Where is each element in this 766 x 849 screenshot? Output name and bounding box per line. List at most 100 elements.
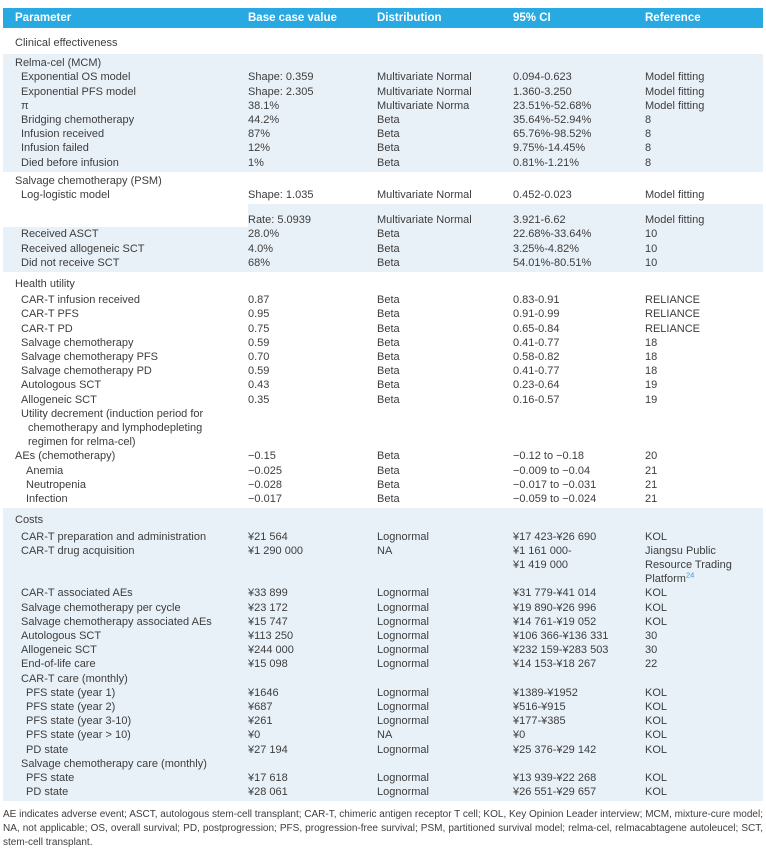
reference-cell: 20 <box>645 450 658 463</box>
parameter-cell: PD state <box>26 786 69 799</box>
reference-cell: 10 <box>645 228 658 241</box>
table-row: PFS state (year 3-10) ¥261 Lognormal ¥177-¥… <box>3 714 763 728</box>
reference-cell <box>645 407 763 450</box>
distribution-cell: Lognormal <box>377 530 429 543</box>
value-cell: 68% <box>248 256 271 269</box>
reference-cell: Model fitting <box>645 85 705 98</box>
parameter-cell <box>3 213 248 228</box>
table-band: Relma-cel (MCM) Exponential OS model Shape… <box>3 54 763 172</box>
reference-cell: Jiangsu Public Resource Trading Platform… <box>645 544 732 586</box>
value-cell <box>248 277 377 291</box>
value-cell: ¥21 564 <box>248 530 288 543</box>
reference-cell: 18 <box>645 365 658 378</box>
table-row: Salvage chemotherapy PFS 0.70 Beta 0.58-0.8… <box>3 350 763 364</box>
ci-cell: ¥0 <box>513 729 526 742</box>
parameter-cell: Neutropenia <box>26 478 86 491</box>
value-cell: 0.95 <box>248 308 270 321</box>
distribution-cell <box>377 672 513 686</box>
reference-cell: 21 <box>645 464 658 477</box>
ci-cell: 22.68%-33.64% <box>513 228 592 241</box>
parameter-cell: Allogeneic SCT <box>21 393 97 406</box>
parameter-cell: CAR-T PD <box>21 322 73 335</box>
distribution-cell: Beta <box>377 156 400 169</box>
table-row: Infection −0.017 Beta −0.059 to −0.024 21 <box>3 492 763 506</box>
value-cell: ¥687 <box>248 700 273 713</box>
distribution-cell: Beta <box>377 228 400 241</box>
distribution-cell: Beta <box>377 336 400 349</box>
parameter-cell: PD state <box>26 743 69 756</box>
distribution-cell <box>377 174 513 188</box>
value-cell: −0.017 <box>248 493 282 506</box>
value-cell: 28.0% <box>248 228 280 241</box>
table-row: End-of-life care ¥15 098 Lognormal ¥14 153-… <box>3 657 763 671</box>
table-band: Costs CAR-T preparation and administratio… <box>3 508 763 802</box>
ci-cell: 54.01%-80.51% <box>513 256 592 269</box>
ci-cell: −0.017 to −0.031 <box>513 478 597 491</box>
distribution-cell: Lognormal <box>377 715 429 728</box>
table-row: Autologous SCT 0.43 Beta 0.23-0.64 19 <box>3 378 763 392</box>
citation-superscript[interactable]: 24 <box>685 570 695 580</box>
ci-cell: −0.12 to −0.18 <box>513 450 584 463</box>
value-cell: 4.0% <box>248 242 274 255</box>
value-cell: ¥113 250 <box>248 629 294 642</box>
parameter-cell: Salvage chemotherapy PD <box>21 365 152 378</box>
parameter-cell: Died before infusion <box>21 156 119 169</box>
parameter-cell: Salvage chemotherapy (PSM) <box>15 174 162 187</box>
reference-cell <box>645 672 763 686</box>
reference-cell <box>645 513 763 527</box>
reference-cell: 18 <box>645 351 658 364</box>
distribution-cell: NA <box>377 729 393 742</box>
reference-cell <box>645 277 763 291</box>
ci-cell: 0.094-0.623 <box>513 71 572 84</box>
abbreviations-footnote: AE indicates adverse event; ASCT, autolo… <box>3 809 763 848</box>
value-cell: ¥33 899 <box>248 587 288 600</box>
table-row: Salvage chemotherapy per cycle ¥23 172 Log… <box>3 601 763 615</box>
parameter-cell: π <box>21 99 29 112</box>
parameter-cell: PFS state (year 2) <box>26 700 116 713</box>
value-cell: ¥1 290 000 <box>248 544 304 557</box>
parameter-cell: PFS state (year 3-10) <box>26 715 132 728</box>
distribution-cell: Beta <box>377 464 400 477</box>
value-cell: −0.028 <box>248 478 282 491</box>
reference-cell: KOL <box>645 715 668 728</box>
value-cell: ¥244 000 <box>248 644 294 657</box>
distribution-cell: Lognormal <box>377 615 429 628</box>
distribution-cell: Beta <box>377 365 400 378</box>
distribution-cell: Multivariate Norma <box>377 99 470 112</box>
distribution-cell: Lognormal <box>377 786 429 799</box>
ci-cell: 0.81%-1.21% <box>513 156 580 169</box>
table-row: Rate: 5.0939 Multivariate Normal 3.921-6.6… <box>3 213 763 228</box>
table-row: Allogeneic SCT ¥244 000 Lognormal ¥232 159-… <box>3 643 763 657</box>
value-cell: ¥261 <box>248 715 273 728</box>
table-row: CAR-T infusion received 0.87 Beta 0.83-0.91… <box>3 293 763 307</box>
parameter-cell: Infection <box>26 493 68 506</box>
subsection-header-row: Relma-cel (MCM) <box>3 56 763 70</box>
distribution-cell: Beta <box>377 294 400 307</box>
distribution-cell: Multivariate Normal <box>377 214 472 227</box>
parameter-cell: CAR-T PFS <box>21 308 79 321</box>
reference-cell: KOL <box>645 601 668 614</box>
table-row: Salvage chemotherapy associated AEs ¥15 7… <box>3 615 763 629</box>
value-cell: 0.35 <box>248 393 270 406</box>
table-row: CAR-T drug acquisition ¥1 290 000 NA ¥1 161… <box>3 544 763 587</box>
ci-cell: ¥19 890-¥26 996 <box>513 601 597 614</box>
table-row: Log-logistic model Shape: 1.035 Multivaria… <box>3 188 763 202</box>
reference-cell: 21 <box>645 478 658 491</box>
ci-cell <box>513 672 645 686</box>
table-row: Allogeneic SCT 0.35 Beta 0.16-0.57 19 <box>3 393 763 407</box>
reference-cell <box>645 757 763 771</box>
parameter-cell: End-of-life care <box>21 658 96 671</box>
reference-cell: KOL <box>645 700 668 713</box>
reference-cell: 30 <box>645 644 658 657</box>
parameter-cell: PFS state (year 1) <box>26 686 116 699</box>
distribution-cell: Beta <box>377 450 400 463</box>
subsection-header-row: CAR-T care (monthly) <box>3 672 763 686</box>
ci-cell: 3.25%-4.82% <box>513 242 580 255</box>
distribution-cell <box>377 513 513 527</box>
table-row: PFS state (year 2) ¥687 Lognormal ¥516-¥915… <box>3 700 763 714</box>
ci-cell: 65.76%-98.52% <box>513 128 592 141</box>
reference-cell: 8 <box>645 128 652 141</box>
value-cell: 87% <box>248 128 271 141</box>
value-cell: −0.025 <box>248 464 282 477</box>
ci-cell: ¥232 159-¥283 503 <box>513 644 609 657</box>
